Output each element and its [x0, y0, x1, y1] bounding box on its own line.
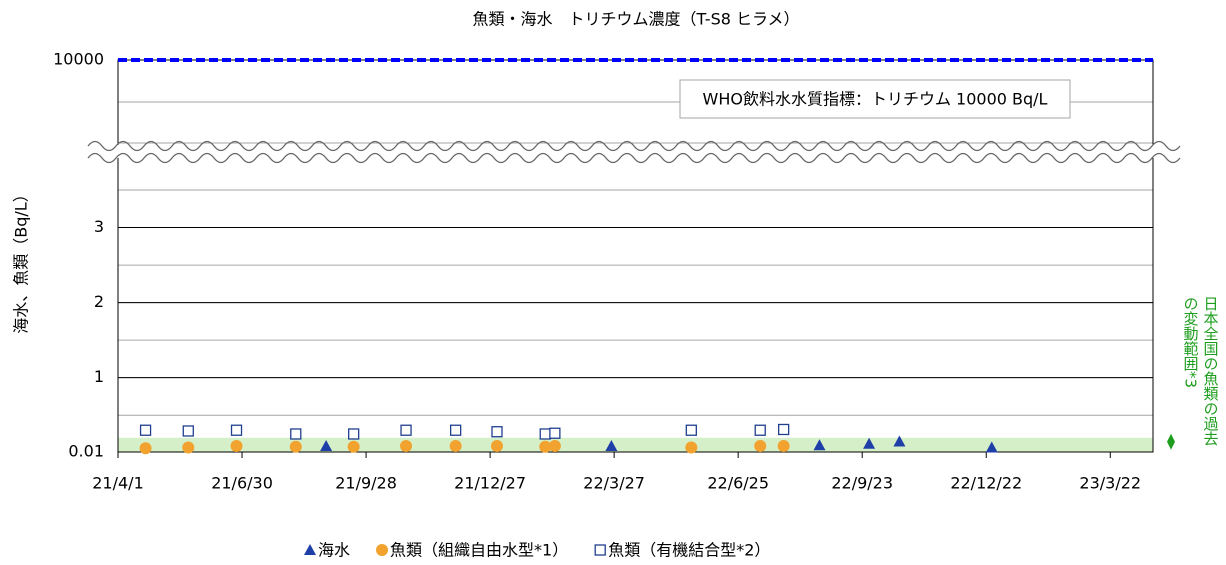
triangle-marker	[863, 437, 876, 449]
triangle-marker	[985, 441, 998, 453]
y-tick-label: 2	[94, 292, 104, 311]
square-marker	[400, 424, 412, 436]
x-tick-label: 21/6/30	[211, 474, 273, 493]
circle-marker	[685, 441, 698, 454]
triangle-marker	[893, 435, 906, 447]
y-tick-label: 1	[94, 367, 104, 386]
y-tick-label: 0.01	[68, 442, 104, 461]
legend-marker	[594, 544, 606, 556]
range-label: の変動範囲*3	[1182, 296, 1200, 388]
range-band	[118, 437, 1153, 452]
range-marker	[1167, 433, 1175, 450]
x-tick-label: 21/9/28	[335, 474, 397, 493]
annotation: WHO飲料水水質指標：トリチウム 10000 Bq/L	[703, 90, 1048, 109]
x-tick-label: 22/6/25	[707, 474, 769, 493]
circle-marker	[400, 439, 413, 452]
square-marker	[778, 423, 790, 436]
square-marker	[139, 424, 152, 436]
range-label: 日本全国の魚類の過去	[1202, 296, 1220, 446]
triangle-marker	[320, 439, 333, 451]
annotation-box	[679, 79, 1071, 119]
triangle-marker	[813, 439, 826, 451]
square-marker	[491, 426, 503, 438]
square-marker	[549, 427, 561, 439]
legend-label: 海水	[318, 541, 350, 560]
circle-marker	[539, 440, 552, 453]
triangle-marker	[605, 439, 618, 451]
circle-marker	[230, 439, 243, 452]
legend-marker	[376, 544, 389, 556]
square-marker	[754, 424, 766, 436]
circle-marker	[289, 440, 302, 453]
circle-marker	[139, 442, 152, 455]
circle-marker	[754, 439, 767, 452]
y-tick-label: 10000	[53, 50, 104, 69]
legend-marker	[304, 544, 316, 555]
circle-marker	[777, 439, 790, 452]
x-tick-label: 22/9/23	[831, 474, 893, 493]
circle-marker	[548, 439, 561, 452]
axis-break	[87, 140, 1181, 152]
legend-label: 魚類（組織自由水型*1）	[390, 541, 568, 560]
axis-break	[87, 152, 1181, 164]
circle-marker	[449, 439, 462, 452]
square-marker	[290, 428, 302, 440]
square-marker	[449, 424, 462, 436]
square-marker	[230, 424, 243, 436]
legend-label: 魚類（有機結合型*2）	[608, 541, 770, 560]
x-tick-label: 22/12/22	[950, 474, 1022, 493]
chart-title: 魚類・海水 トリチウム濃度（T-S8 ヒラメ）	[472, 10, 799, 29]
x-tick-label: 21/12/27	[454, 474, 526, 493]
x-tick-label: 22/3/27	[583, 474, 645, 493]
plot-frame	[117, 59, 1154, 453]
square-marker	[539, 428, 551, 440]
x-tick-label: 23/3/22	[1079, 474, 1141, 493]
square-marker	[182, 425, 194, 437]
square-marker	[348, 428, 360, 440]
square-marker	[685, 424, 697, 436]
circle-marker	[490, 439, 503, 452]
y-axis-label: 海水、魚類（Bq/L）	[12, 186, 31, 333]
y-tick-label: 3	[94, 217, 104, 236]
circle-marker	[182, 441, 195, 454]
circle-marker	[347, 440, 360, 453]
x-tick-label: 21/4/1	[92, 474, 144, 493]
